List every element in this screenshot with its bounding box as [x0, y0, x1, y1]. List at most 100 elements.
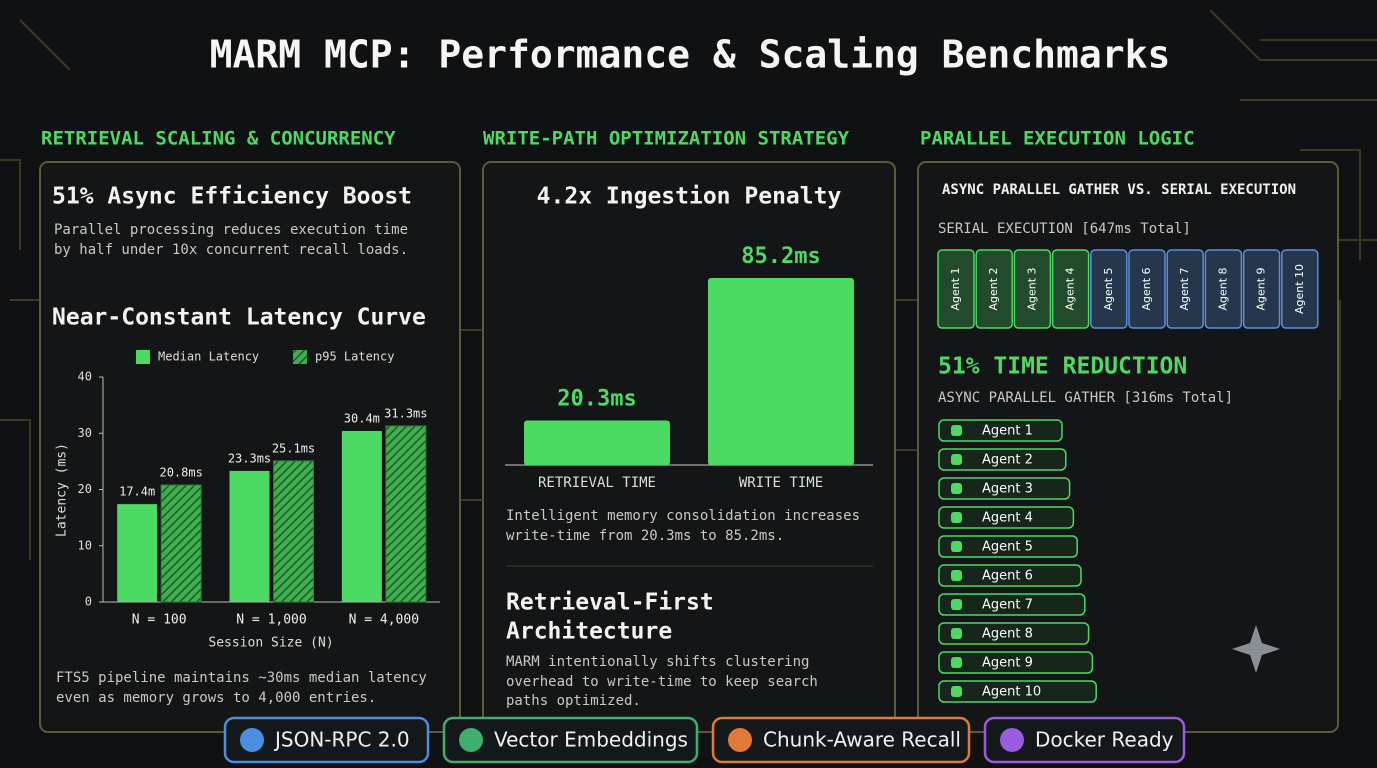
- description: paths optimized.: [506, 693, 641, 709]
- panel-heading: RETRIEVAL SCALING & CONCURRENCY: [41, 128, 396, 150]
- agent-pill: [938, 448, 1067, 471]
- badge: [711, 716, 971, 764]
- x-tick-label: N = 4,000: [349, 613, 419, 628]
- bar: [708, 278, 854, 465]
- agent-pill: [938, 477, 1071, 500]
- legend-label: Median Latency: [158, 350, 259, 364]
- agent-icon: [951, 541, 962, 552]
- badge-label: JSON-RPC 2.0: [273, 728, 410, 752]
- legend-label: p95 Latency: [315, 350, 394, 364]
- agent-box: [1242, 249, 1281, 329]
- description: overhead to write-time to keep search: [506, 674, 818, 690]
- sparkle-icon: [1232, 625, 1280, 673]
- agent-label: Agent 5: [1102, 267, 1115, 310]
- badge-icon: [459, 728, 483, 752]
- y-tick-label: 20: [78, 482, 92, 496]
- badge: [223, 716, 430, 764]
- y-tick-label: 0: [85, 595, 92, 609]
- badge-icon: [728, 728, 752, 752]
- bar: [273, 460, 314, 603]
- bar: [117, 504, 158, 602]
- legend-swatch: [136, 350, 150, 364]
- agent-label: Agent 7: [1178, 267, 1191, 310]
- agent-icon: [951, 628, 962, 639]
- diagram-title: ASYNC PARALLEL GATHER VS. SERIAL EXECUTI…: [942, 182, 1296, 198]
- x-tick-label: WRITE TIME: [739, 475, 823, 491]
- agent-label: Agent 5: [982, 540, 1033, 555]
- agent-box: [937, 249, 975, 329]
- agent-label: Agent 2: [982, 453, 1033, 468]
- agent-icon: [951, 483, 962, 494]
- legend-swatch: [293, 350, 307, 364]
- agent-icon: [951, 599, 962, 610]
- agent-icon: [951, 657, 962, 668]
- value-label: 17.4m: [119, 485, 155, 499]
- y-tick-label: 30: [78, 426, 92, 440]
- circuit-decoration: [0, 9, 1377, 560]
- chart-title: 4.2x Ingestion Penalty: [537, 184, 842, 210]
- badge-label: Docker Ready: [1035, 728, 1174, 752]
- headline: 51% Async Efficiency Boost: [52, 184, 412, 210]
- panel-heading: PARALLEL EXECUTION LOGIC: [920, 128, 1195, 150]
- agent-pill: [938, 535, 1078, 558]
- agent-label: Agent 8: [982, 627, 1033, 642]
- badge-icon: [240, 728, 264, 752]
- agent-label: Agent 1: [949, 267, 962, 310]
- bar: [524, 420, 670, 465]
- badge-icon: [1000, 728, 1024, 752]
- y-axis-label: Latency (ms): [55, 443, 70, 537]
- agent-label: Agent 4: [1064, 267, 1077, 310]
- agent-icon: [951, 454, 962, 465]
- agent-pill: [938, 506, 1075, 529]
- panel: [917, 161, 1339, 733]
- x-axis-label: Session Size (N): [208, 636, 333, 651]
- y-tick-label: 10: [78, 538, 92, 552]
- badge-label: Chunk-Aware Recall: [763, 728, 961, 752]
- agent-box: [975, 249, 1013, 329]
- agent-box: [1281, 249, 1319, 329]
- description: by half under 10x concurrent recall load…: [54, 242, 408, 258]
- agent-pill: [938, 593, 1086, 616]
- description: Parallel processing reduces execution ti…: [54, 222, 408, 238]
- bar: [385, 425, 427, 603]
- value-label: 85.2ms: [741, 244, 820, 269]
- x-tick-label: N = 1,000: [236, 613, 306, 628]
- agent-box: [1090, 249, 1128, 329]
- serial-label: SERIAL EXECUTION [647ms Total]: [938, 221, 1191, 237]
- bar: [341, 431, 382, 602]
- description: Intelligent memory consolidation increas…: [506, 508, 860, 524]
- value-label: 20.3ms: [557, 386, 636, 411]
- agent-pill: [938, 419, 1063, 442]
- agent-pill: [938, 680, 1097, 703]
- agent-pill: [938, 564, 1082, 587]
- agent-label: Agent 6: [1140, 267, 1153, 310]
- agent-label: Agent 6: [982, 569, 1033, 584]
- async-label: ASYNC PARALLEL GATHER [316ms Total]: [938, 390, 1233, 406]
- agent-label: Agent 10: [1293, 264, 1306, 314]
- bar: [229, 470, 270, 602]
- value-label: 30.4m: [344, 412, 380, 426]
- agent-icon: [951, 512, 962, 523]
- x-tick-label: N = 100: [132, 613, 187, 628]
- agent-icon: [951, 425, 962, 436]
- value-label: 31.3ms: [384, 406, 427, 420]
- panel-heading: WRITE-PATH OPTIMIZATION STRATEGY: [483, 128, 850, 150]
- subheading: Architecture: [506, 619, 672, 645]
- subheading: Retrieval-First: [506, 590, 714, 616]
- agent-label: Agent 7: [982, 598, 1033, 613]
- badge: [983, 716, 1186, 764]
- badge-label: Vector Embeddings: [494, 728, 688, 752]
- badge: [442, 716, 699, 764]
- agent-label: Agent 2: [987, 267, 1000, 310]
- page-title: MARM MCP: Performance & Scaling Benchmar…: [210, 33, 1171, 77]
- agent-label: Agent 4: [982, 511, 1033, 526]
- agent-box: [1013, 249, 1052, 329]
- reduction: 51% TIME REDUCTION: [938, 354, 1187, 380]
- x-tick-label: RETRIEVAL TIME: [538, 475, 656, 491]
- value-label: 25.1ms: [272, 441, 315, 455]
- description: write-time from 20.3ms to 85.2ms.: [506, 528, 784, 544]
- agent-box: [1128, 249, 1166, 329]
- chart-title: Near-Constant Latency Curve: [52, 305, 426, 331]
